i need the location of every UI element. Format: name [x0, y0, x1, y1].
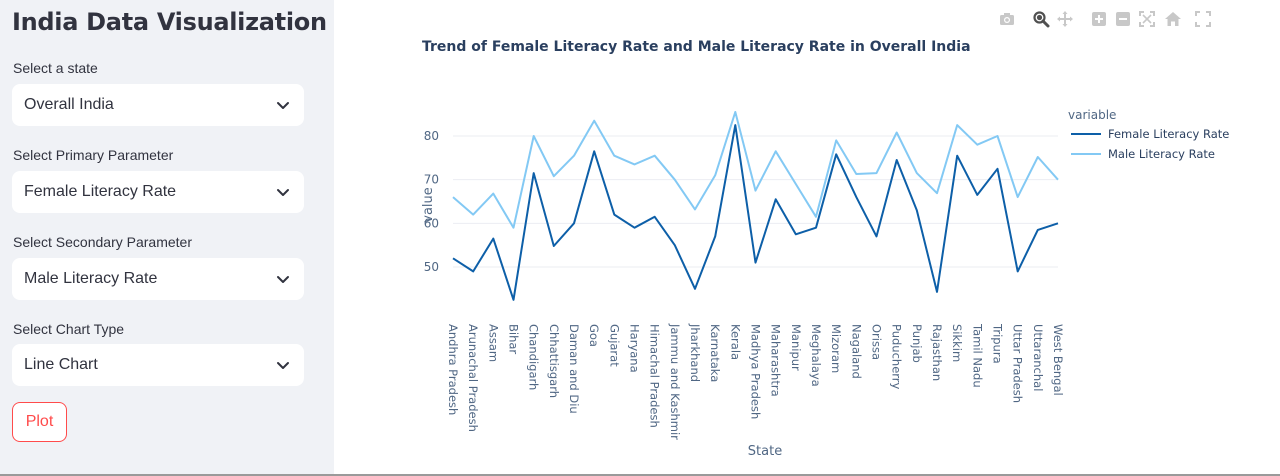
chart-type-label: Select Chart Type: [13, 321, 125, 337]
secondary-parameter-label: Select Secondary Parameter: [13, 234, 192, 250]
x-tick-label: Bihar: [507, 324, 521, 354]
sidebar: India Data Visualization Select a state …: [0, 0, 334, 474]
series-line-male-literacy-rate[interactable]: [452, 111, 1059, 229]
legend-item-label[interactable]: Male Literacy Rate: [1108, 147, 1215, 161]
secondary-parameter-select[interactable]: Male Literacy Rate: [12, 258, 304, 300]
y-tick-label: 70: [424, 173, 439, 187]
state-select-value: Overall India: [24, 96, 114, 113]
x-tick-label: Madhya Pradesh: [749, 324, 763, 419]
bottom-border: [0, 474, 1280, 476]
y-tick-label: 50: [424, 260, 439, 274]
zoom-in-icon[interactable]: [1090, 10, 1108, 28]
x-tick-label: Arunachal Pradesh: [466, 324, 480, 432]
x-tick-label: Punjab: [910, 324, 924, 363]
y-tick-label: 80: [424, 129, 439, 143]
y-tick-label: 60: [424, 216, 439, 230]
x-tick-label: Haryana: [628, 324, 642, 373]
x-axis-title: State: [748, 444, 782, 459]
camera-icon[interactable]: [998, 10, 1016, 28]
x-tick-label: Daman and Diu: [567, 324, 581, 414]
x-tick-label: Chhattisgarh: [547, 324, 561, 398]
x-tick-label: Orissa: [870, 324, 884, 360]
legend-title: variable: [1068, 108, 1116, 122]
line-chart: Trend of Female Literacy Rate and Male L…: [421, 39, 1229, 459]
x-tick-label: Jammu and Kashmir: [668, 323, 682, 440]
x-tick-label: Manipur: [789, 324, 803, 371]
x-tick-label: Nagaland: [849, 324, 863, 379]
x-tick-label: Uttaranchal: [1031, 324, 1045, 391]
chart-type-value: Line Chart: [24, 356, 98, 373]
legend-item-label[interactable]: Female Literacy Rate: [1108, 127, 1229, 141]
zoom-out-icon[interactable]: [1114, 10, 1132, 28]
x-tick-label: Gujarat: [607, 324, 621, 367]
app-title: India Data Visualization: [12, 8, 327, 36]
x-tick-label: Andhra Pradesh: [446, 324, 460, 415]
x-axis-ticks: Andhra Pradesh Arunachal Pradesh Assam Biha…: [446, 323, 1065, 440]
chevron-down-icon: [277, 189, 289, 196]
state-select-label: Select a state: [13, 60, 98, 76]
x-tick-label: Assam: [486, 324, 500, 362]
x-tick-label: Maharashtra: [769, 324, 783, 397]
x-tick-label: Tamil Nadu: [970, 323, 984, 388]
chart-type-select[interactable]: Line Chart: [12, 344, 304, 386]
gridlines: [453, 135, 1058, 268]
state-select[interactable]: Overall India: [12, 84, 304, 126]
plot-button[interactable]: Plot: [12, 402, 67, 442]
x-tick-label: Jharkhand: [688, 323, 702, 382]
chart-title: Trend of Female Literacy Rate and Male L…: [422, 39, 971, 55]
chevron-down-icon: [277, 362, 289, 369]
home-icon[interactable]: [1164, 10, 1182, 28]
x-tick-label: Meghalaya: [809, 324, 823, 387]
primary-parameter-label: Select Primary Parameter: [13, 147, 174, 163]
x-tick-label: Chandigarh: [527, 324, 541, 390]
x-tick-label: Uttar Pradesh: [1011, 324, 1025, 403]
zoom-icon[interactable]: [1032, 10, 1050, 28]
x-tick-label: Sikkim: [950, 324, 964, 362]
y-axis-ticks: 50 60 70 80: [424, 129, 439, 274]
series-line-female-literacy-rate[interactable]: [452, 124, 1059, 301]
x-tick-label: West Bengal: [1051, 324, 1065, 396]
x-tick-label: Rajasthan: [930, 324, 944, 381]
pan-icon[interactable]: [1056, 10, 1074, 28]
chevron-down-icon: [277, 102, 289, 109]
x-tick-label: Mizoram: [829, 324, 843, 373]
y-axis-title: value: [421, 187, 436, 223]
series-lines: [452, 111, 1059, 301]
chevron-down-icon: [277, 276, 289, 283]
x-tick-label: Karnataka: [708, 324, 722, 382]
primary-parameter-select[interactable]: Female Literacy Rate: [12, 171, 304, 213]
legend[interactable]: Female Literacy Rate Male Literacy Rate: [1071, 127, 1229, 161]
x-tick-label: Kerala: [728, 324, 742, 360]
secondary-parameter-value: Male Literacy Rate: [24, 270, 158, 287]
autoscale-icon[interactable]: [1138, 10, 1156, 28]
fullscreen-icon[interactable]: [1194, 10, 1212, 28]
primary-parameter-value: Female Literacy Rate: [24, 183, 177, 200]
x-tick-label: Himachal Pradesh: [648, 324, 662, 428]
x-tick-label: Puducherry: [890, 324, 904, 390]
x-tick-label: Tripura: [991, 323, 1005, 364]
x-tick-label: Goa: [587, 324, 601, 347]
